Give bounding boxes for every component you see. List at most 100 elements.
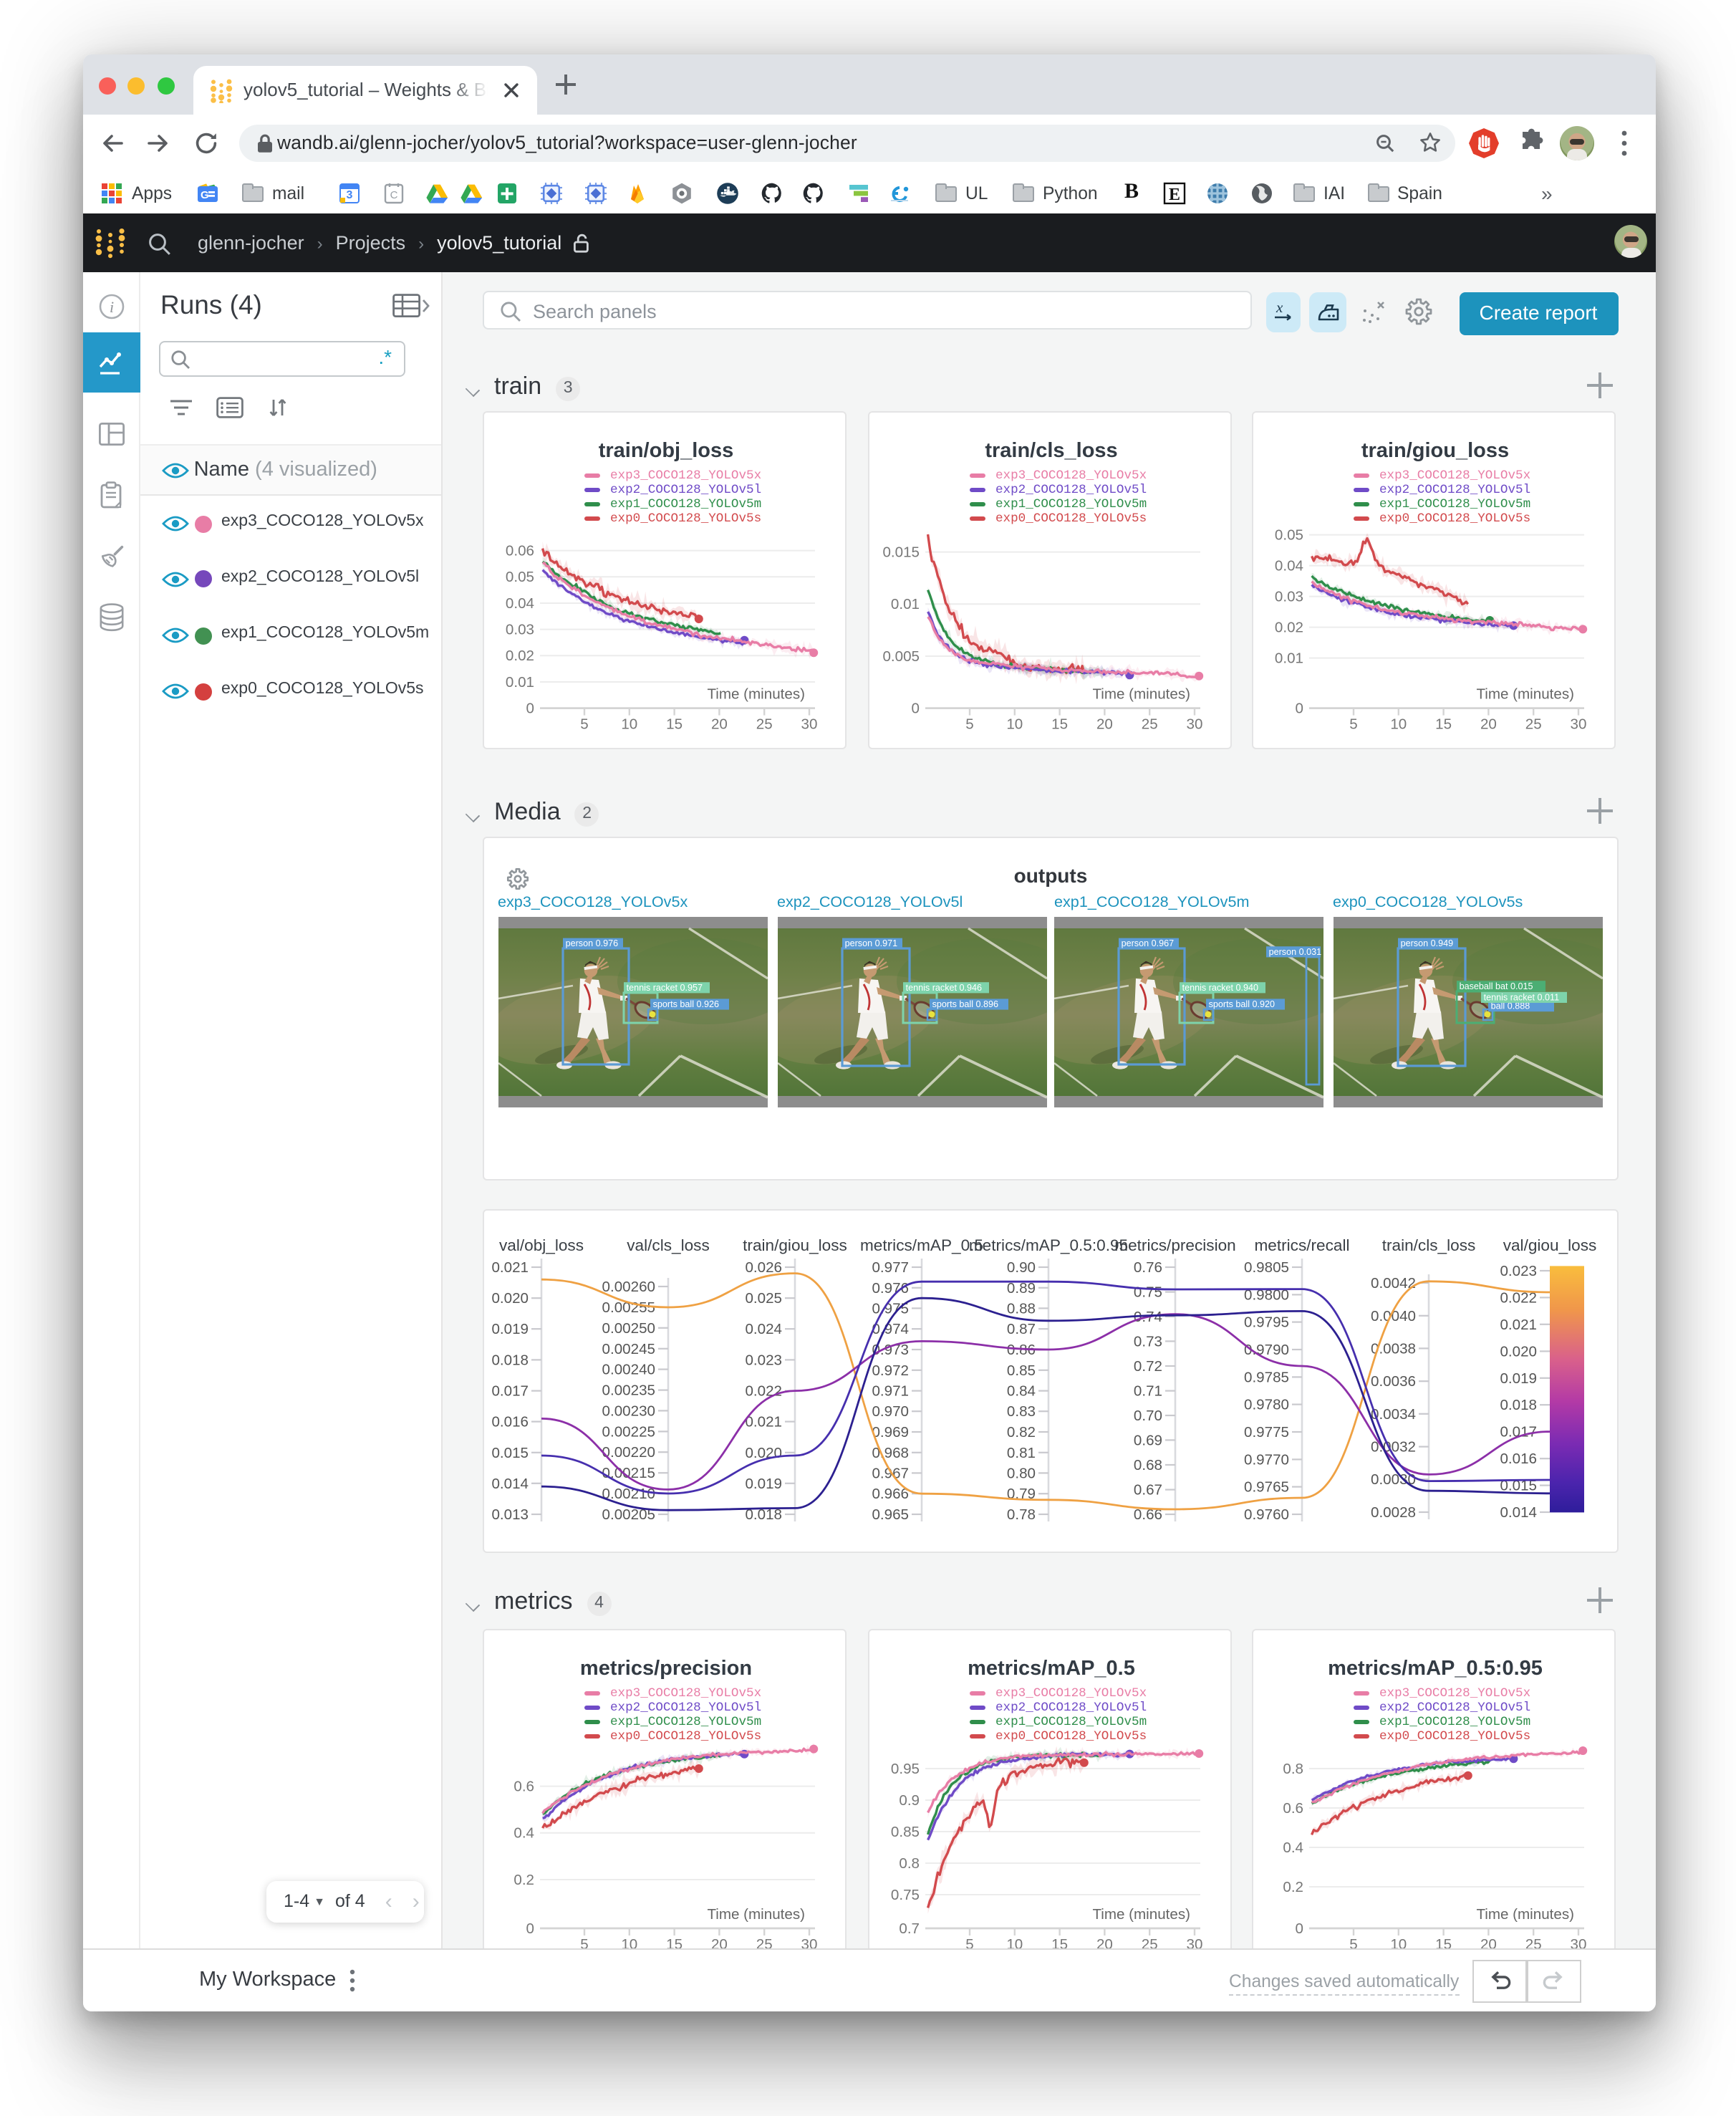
svg-text:exp3_COCO128_YOLOv5x: exp3_COCO128_YOLOv5x [1379,468,1530,482]
svg-text:train/cls_loss: train/cls_loss [1382,1236,1476,1254]
svg-text:0.9775: 0.9775 [1244,1424,1289,1441]
svg-text:0.88: 0.88 [1007,1301,1036,1317]
svg-text:0.022: 0.022 [745,1382,782,1399]
svg-text:30: 30 [1571,1935,1587,1952]
svg-text:5: 5 [965,716,973,732]
svg-text:0.76: 0.76 [1134,1259,1162,1276]
svg-text:Time (minutes): Time (minutes) [1091,1905,1190,1922]
svg-text:0.00215: 0.00215 [602,1465,655,1481]
svg-text:val/obj_loss: val/obj_loss [499,1236,584,1254]
svg-text:0.90: 0.90 [1007,1259,1036,1276]
svg-text:0.019: 0.019 [491,1321,529,1337]
svg-text:exp0_COCO128_YOLOv5s: exp0_COCO128_YOLOv5s [610,511,761,525]
svg-text:0.66: 0.66 [1134,1506,1162,1523]
svg-text:0.0038: 0.0038 [1371,1340,1416,1357]
svg-text:0.01: 0.01 [1275,650,1303,666]
svg-text:0.9800: 0.9800 [1244,1287,1289,1303]
svg-text:0.04: 0.04 [506,595,534,611]
svg-text:0.70: 0.70 [1134,1408,1162,1424]
svg-text:10: 10 [621,1935,637,1952]
svg-text:20: 20 [1096,1935,1112,1952]
svg-text:0: 0 [526,1920,534,1936]
svg-text:train/cls_loss: train/cls_loss [984,438,1117,461]
svg-text:0.01: 0.01 [506,673,534,690]
svg-text:0: 0 [1296,700,1303,716]
svg-text:0.6: 0.6 [513,1777,534,1794]
svg-text:0.03: 0.03 [506,621,534,638]
svg-text:5: 5 [1349,1935,1357,1952]
svg-text:baseball bat 0.015: baseball bat 0.015 [1459,981,1533,991]
svg-text:0.00205: 0.00205 [602,1506,655,1523]
svg-text:exp2_COCO128_YOLOv5l: exp2_COCO128_YOLOv5l [1379,482,1530,496]
svg-text:20: 20 [1480,1935,1497,1952]
svg-text:0.9785: 0.9785 [1244,1369,1289,1385]
svg-text:20: 20 [1480,716,1497,732]
svg-text:25: 25 [1141,1935,1157,1952]
svg-text:0.00260: 0.00260 [602,1279,655,1295]
svg-text:metrics/precision: metrics/precision [580,1656,752,1679]
svg-text:0.970: 0.970 [872,1403,909,1420]
svg-text:0.02: 0.02 [1275,619,1303,635]
svg-text:E: E [1169,185,1180,203]
svg-text:0.9760: 0.9760 [1244,1506,1289,1523]
svg-text:0.015: 0.015 [491,1445,529,1461]
svg-text:exp3_COCO128_YOLOv5x: exp3_COCO128_YOLOv5x [995,1685,1146,1700]
svg-text:0.75: 0.75 [890,1886,919,1903]
svg-text:Time (minutes): Time (minutes) [1091,686,1190,702]
svg-text:0.06: 0.06 [506,542,534,559]
svg-text:25: 25 [1525,1935,1542,1952]
svg-text:0.9: 0.9 [898,1792,919,1808]
svg-text:0.973: 0.973 [872,1342,909,1358]
svg-text:15: 15 [1435,716,1452,732]
svg-text:0.967: 0.967 [872,1466,909,1482]
svg-text:0.86: 0.86 [1007,1342,1036,1358]
svg-text:0.014: 0.014 [1500,1504,1537,1521]
svg-text:0.021: 0.021 [491,1259,529,1276]
svg-text:exp0_COCO128_YOLOv5s: exp0_COCO128_YOLOv5s [610,1728,761,1743]
svg-text:i: i [110,298,114,316]
svg-text:0.977: 0.977 [872,1259,909,1276]
svg-text:0.69: 0.69 [1134,1433,1162,1449]
svg-text:person 0.967: person 0.967 [1122,938,1175,948]
svg-text:ball 0.888: ball 0.888 [1490,1001,1530,1011]
svg-text:0.022: 0.022 [1500,1289,1537,1306]
svg-text:0.017: 0.017 [1500,1424,1537,1441]
svg-text:0.017: 0.017 [491,1382,529,1399]
svg-text:5: 5 [1349,716,1357,732]
svg-text:Time (minutes): Time (minutes) [707,1905,805,1922]
svg-text:15: 15 [1051,1935,1067,1952]
svg-text:0.82: 0.82 [1007,1424,1036,1441]
svg-text:0.00245: 0.00245 [602,1341,655,1357]
svg-text:0.016: 0.016 [491,1414,529,1430]
svg-text:exp3_COCO128_YOLOv5x: exp3_COCO128_YOLOv5x [610,1685,761,1700]
svg-text:G: G [201,188,209,201]
svg-text:30: 30 [801,716,818,732]
svg-text:30: 30 [1571,716,1587,732]
svg-text:exp0_COCO128_YOLOv5s: exp0_COCO128_YOLOv5s [995,511,1146,525]
svg-text:C: C [390,188,398,201]
svg-text:sports ball 0.920: sports ball 0.920 [1209,999,1275,1009]
svg-text:train/giou_loss: train/giou_loss [743,1236,847,1254]
svg-text:20: 20 [1096,716,1112,732]
svg-text:0.025: 0.025 [745,1290,782,1307]
svg-text:10: 10 [1006,1935,1022,1952]
svg-text:0.019: 0.019 [1500,1370,1537,1387]
svg-text:exp2_COCO128_YOLOv5l: exp2_COCO128_YOLOv5l [995,1700,1146,1714]
svg-text:0.018: 0.018 [491,1352,529,1368]
svg-text:0.01: 0.01 [890,595,919,612]
svg-text:metrics/mAP_0.5: metrics/mAP_0.5 [967,1656,1134,1679]
svg-text:exp2_COCO128_YOLOv5l: exp2_COCO128_YOLOv5l [1379,1700,1530,1714]
svg-text:15: 15 [666,1935,683,1952]
svg-text:0.026: 0.026 [745,1259,782,1276]
svg-text:metrics/precision: metrics/precision [1114,1236,1236,1254]
svg-text:exp1_COCO128_YOLOv5m: exp1_COCO128_YOLOv5m [1379,496,1530,511]
svg-text:metrics/mAP_0.5:0.95: metrics/mAP_0.5:0.95 [1328,1656,1543,1679]
svg-text:0.019: 0.019 [745,1476,782,1492]
svg-text:exp3_COCO128_YOLOv5x: exp3_COCO128_YOLOv5x [995,468,1146,482]
svg-text:0.05: 0.05 [506,568,534,585]
svg-text:0.2: 0.2 [1283,1878,1303,1895]
svg-text:15: 15 [666,716,683,732]
svg-text:0.00250: 0.00250 [602,1320,655,1337]
svg-text:0.87: 0.87 [1007,1321,1036,1337]
svg-text:5: 5 [580,716,588,732]
